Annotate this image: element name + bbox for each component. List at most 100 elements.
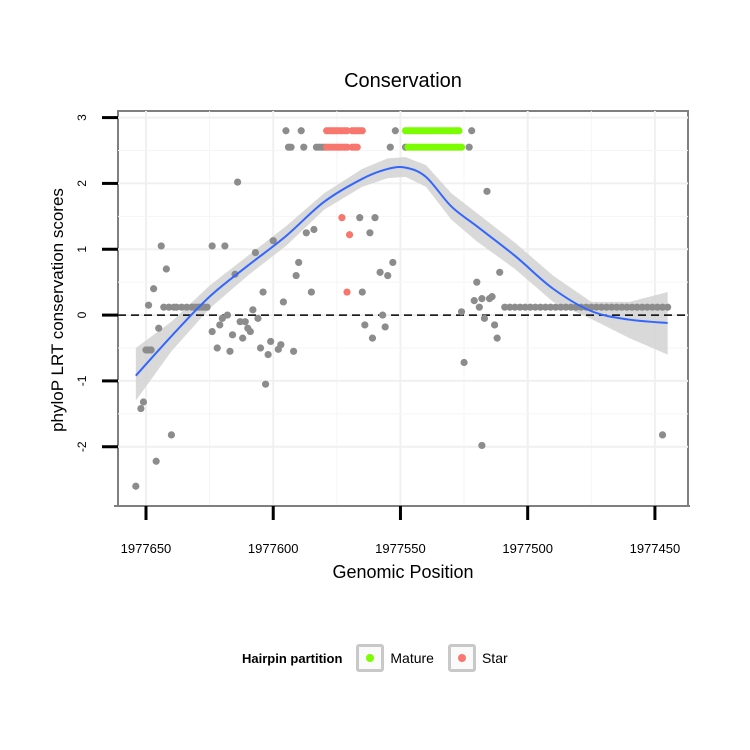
point-other <box>658 431 667 439</box>
legend: Hairpin partition Mature Star <box>242 640 522 676</box>
legend-label-mature: Mature <box>390 650 434 666</box>
point-other <box>664 303 672 311</box>
point-other <box>613 303 621 311</box>
point-other <box>137 404 145 413</box>
point-other <box>511 303 519 311</box>
point-other <box>379 311 387 319</box>
point-other <box>249 306 257 314</box>
y-tick-label: 3 <box>75 114 89 121</box>
point-star <box>338 214 346 222</box>
y-tick-label: -1 <box>75 375 89 386</box>
point-other <box>546 303 555 311</box>
y-tick-label: 2 <box>75 180 89 187</box>
point-other <box>648 303 656 311</box>
point-other <box>587 303 595 311</box>
point-other <box>521 303 529 311</box>
y-tick-label: -2 <box>75 441 89 452</box>
point-mature <box>457 143 466 151</box>
point-other <box>178 303 186 311</box>
point-other <box>160 303 168 311</box>
point-other <box>208 327 216 336</box>
smooth-curve <box>135 165 668 377</box>
legend-title: Hairpin partition <box>242 650 343 666</box>
point-other <box>501 303 509 311</box>
point-other <box>236 318 244 326</box>
x-tick-label: 1977550 <box>375 541 426 556</box>
point-other <box>618 303 626 311</box>
point-other <box>386 143 394 151</box>
point-other <box>208 242 216 250</box>
point-other <box>478 441 486 450</box>
point-other <box>465 143 473 151</box>
chart-title: Conservation <box>344 70 462 92</box>
point-other <box>269 237 277 245</box>
point-other <box>488 293 496 301</box>
point-other <box>602 303 611 311</box>
point-other <box>150 285 158 293</box>
point-other <box>536 303 545 311</box>
y-axis-label: phyloP LRT conservation scores <box>48 188 67 432</box>
point-other <box>389 258 397 267</box>
point-other <box>279 298 288 306</box>
confidence-band-area <box>135 157 668 401</box>
legend-key-star <box>447 644 476 672</box>
point-other <box>264 350 272 359</box>
x-tick-label: 1977650 <box>121 541 172 556</box>
point-other <box>516 303 524 311</box>
point-other <box>653 303 662 311</box>
point-other <box>457 308 466 316</box>
point-other <box>282 127 290 135</box>
point-other <box>251 248 260 257</box>
point-other <box>368 334 377 342</box>
point-other <box>628 303 636 311</box>
point-other <box>223 311 232 319</box>
point-other <box>246 327 254 336</box>
point-other <box>506 303 514 311</box>
point-other <box>172 303 181 311</box>
point-other <box>132 482 140 490</box>
point-other <box>526 303 534 311</box>
point-star <box>343 143 351 151</box>
star-swatch <box>457 654 466 662</box>
mature-swatch <box>366 654 375 662</box>
point-other <box>292 271 300 280</box>
confidence-band <box>135 157 668 401</box>
point-other <box>468 127 476 135</box>
point-other <box>562 303 570 311</box>
point-other <box>376 268 384 276</box>
point-other <box>152 457 160 465</box>
point-other <box>597 303 606 311</box>
point-other <box>638 303 646 311</box>
point-other <box>221 242 229 250</box>
point-other <box>358 288 366 296</box>
legend-key-mature <box>356 644 385 672</box>
point-other <box>287 143 295 151</box>
x-axis-label: Genomic Position <box>332 562 474 582</box>
point-other <box>493 334 501 342</box>
point-other <box>475 303 483 311</box>
point-other <box>233 178 242 186</box>
point-other <box>228 331 237 339</box>
point-other <box>460 358 468 367</box>
point-other <box>496 268 504 276</box>
point-other <box>643 303 651 311</box>
point-other <box>302 229 310 237</box>
point-other <box>162 265 170 273</box>
point-other <box>361 321 369 329</box>
point-other <box>531 303 539 311</box>
point-other <box>297 127 305 135</box>
point-other <box>167 431 176 439</box>
point-other <box>239 334 247 342</box>
data-points <box>132 127 672 490</box>
x-tick-label: 1977600 <box>248 541 299 556</box>
point-other <box>213 344 221 352</box>
point-other <box>256 344 265 352</box>
point-other <box>381 323 389 331</box>
point-other <box>567 303 575 311</box>
point-other <box>384 271 392 280</box>
point-other <box>541 303 550 311</box>
point-other <box>203 303 211 311</box>
point-star <box>345 231 354 239</box>
point-other <box>277 341 285 349</box>
point-other <box>608 303 616 311</box>
